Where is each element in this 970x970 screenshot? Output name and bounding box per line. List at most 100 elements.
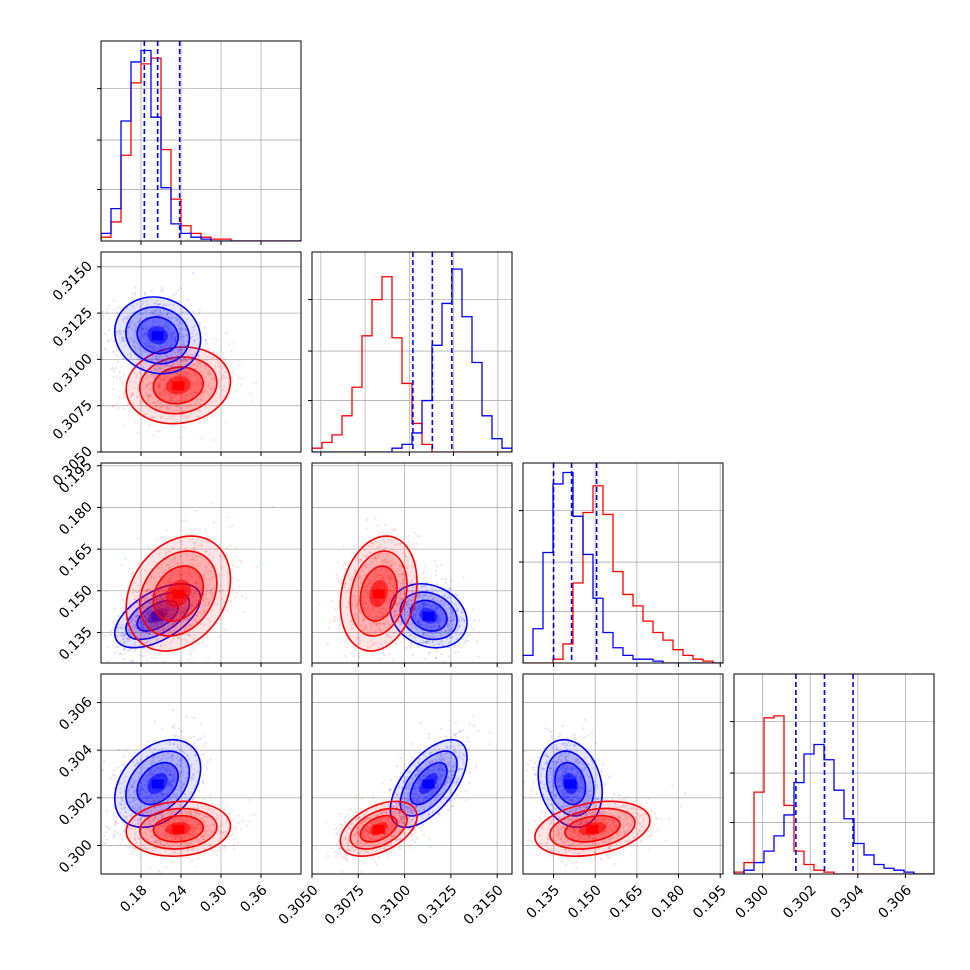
scatter-point — [377, 646, 381, 649]
scatter-point — [145, 641, 149, 644]
scatter-point — [170, 622, 173, 625]
scatter-point — [162, 387, 166, 390]
scatter-point — [195, 384, 198, 387]
scatter-point — [133, 624, 136, 627]
scatter-point — [354, 617, 357, 620]
scatter-point — [193, 545, 197, 548]
scatter-point — [167, 798, 170, 801]
scatter-point — [158, 383, 161, 386]
scatter-point — [337, 624, 340, 627]
scatter-point — [374, 618, 377, 621]
scatter-point — [114, 832, 117, 836]
scatter-point — [132, 806, 135, 809]
scatter-point — [162, 793, 165, 797]
scatter-point — [365, 601, 368, 604]
scatter-point — [141, 763, 144, 766]
scatter-point — [122, 628, 125, 631]
scatter-point — [387, 587, 390, 590]
scatter-point — [143, 293, 146, 296]
scatter-point — [162, 398, 165, 401]
scatter-point — [150, 656, 153, 659]
scatter-point — [375, 553, 378, 556]
scatter-point — [455, 594, 458, 597]
scatter-point — [137, 614, 140, 618]
scatter-point — [149, 610, 152, 613]
scatter-point — [199, 403, 202, 406]
scatter-point — [107, 328, 111, 331]
scatter-point — [198, 321, 201, 325]
scatter-point — [173, 609, 176, 612]
scatter-point — [413, 608, 416, 611]
scatter-point — [151, 625, 154, 628]
scatter-point — [410, 643, 413, 646]
scatter-point — [350, 603, 353, 606]
scatter-point — [122, 397, 125, 400]
scatter-point — [152, 376, 155, 379]
scatter-point — [149, 347, 153, 350]
scatter-point — [207, 370, 210, 373]
scatter-point — [131, 783, 135, 786]
scatter-point — [147, 613, 150, 616]
scatter-point — [167, 625, 170, 628]
scatter-point — [187, 578, 190, 581]
scatter-point — [172, 742, 176, 745]
scatter-point — [171, 608, 174, 611]
scatter-point — [172, 574, 175, 577]
scatter-point — [141, 375, 144, 378]
scatter-point — [157, 359, 160, 362]
scatter-point — [147, 345, 150, 348]
scatter-point — [134, 627, 137, 630]
scatter-point — [373, 556, 377, 559]
scatter-point — [415, 609, 418, 612]
scatter-point — [165, 324, 168, 327]
scatter-point — [176, 404, 179, 408]
scatter-point — [121, 337, 124, 340]
scatter-point — [171, 613, 175, 616]
scatter-point — [350, 678, 352, 680]
scatter-point — [185, 372, 188, 375]
scatter-point — [344, 582, 347, 585]
scatter-point — [169, 609, 172, 612]
scatter-point — [129, 337, 133, 340]
scatter-point — [441, 643, 444, 646]
scatter-point — [176, 610, 179, 613]
scatter-point — [164, 390, 167, 394]
scatter-point — [129, 619, 132, 622]
scatter-point — [376, 524, 379, 527]
scatter-point — [238, 559, 241, 562]
scatter-point — [182, 611, 185, 614]
scatter-point — [152, 347, 155, 351]
scatter-point — [141, 302, 144, 306]
scatter-point — [152, 434, 156, 437]
scatter-point — [132, 341, 136, 344]
scatter-point — [449, 619, 453, 622]
scatter-point — [156, 303, 159, 306]
scatter-point — [400, 585, 403, 588]
scatter-point — [373, 557, 376, 560]
scatter-point — [436, 626, 439, 630]
scatter-point — [193, 363, 197, 366]
scatter-point — [205, 390, 208, 393]
scatter-point — [156, 359, 159, 363]
scatter-point — [145, 614, 148, 617]
scatter-point — [131, 311, 135, 314]
scatter-point — [120, 626, 123, 630]
scatter-point — [420, 624, 424, 627]
scatter-point — [214, 364, 217, 368]
scatter-point — [364, 598, 367, 601]
scatter-point — [428, 651, 431, 654]
scatter-point — [131, 292, 134, 295]
scatter-point — [158, 593, 162, 596]
scatter-point — [165, 343, 168, 346]
scatter-point — [147, 607, 150, 610]
scatter-point — [126, 650, 130, 653]
scatter-point — [168, 781, 171, 784]
scatter-point — [157, 346, 160, 349]
scatter-point — [197, 365, 200, 368]
scatter-point — [154, 815, 157, 818]
scatter-point — [206, 601, 210, 604]
scatter-point — [443, 612, 446, 616]
scatter-point — [159, 321, 162, 324]
scatter-point — [377, 626, 380, 629]
